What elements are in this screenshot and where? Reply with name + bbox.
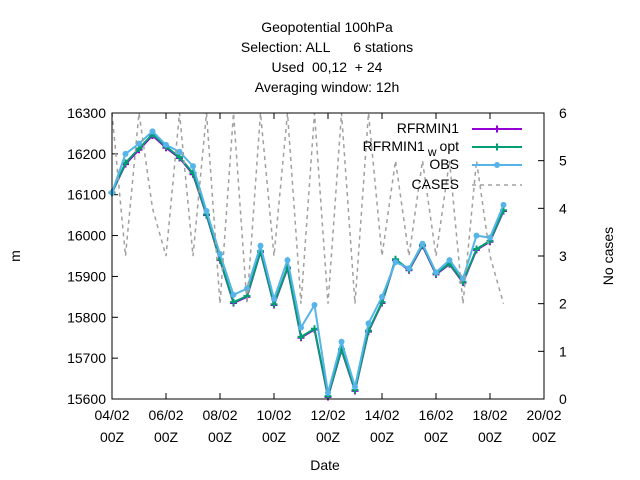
title-line-3: Used 00,12 + 24 bbox=[272, 59, 383, 75]
y-tick-label: 16200 bbox=[67, 146, 106, 162]
data-point-obs bbox=[406, 265, 412, 272]
data-point-rfrmin1-w-opt bbox=[297, 333, 305, 341]
x-tick-label-date: 12/02 bbox=[310, 407, 345, 423]
x-tick-label-hour: 00Z bbox=[424, 429, 449, 445]
y2-tick-label: 2 bbox=[559, 296, 567, 312]
data-point-obs bbox=[338, 338, 345, 345]
x-tick-label-date: 08/02 bbox=[202, 407, 237, 423]
data-point-obs bbox=[473, 232, 480, 239]
legend-label-wopt-main: RFRMIN1 bbox=[363, 138, 425, 154]
data-point-obs bbox=[446, 257, 453, 264]
data-point-obs bbox=[176, 148, 183, 155]
legend-marker-rfrmin1 bbox=[493, 125, 501, 133]
y2-tick-label: 5 bbox=[559, 153, 567, 169]
data-point-obs bbox=[325, 389, 331, 396]
data-point-rfrmin1-w-opt bbox=[230, 298, 237, 306]
data-point-obs bbox=[392, 259, 399, 266]
x-tick-label-date: 06/02 bbox=[148, 407, 183, 423]
y-tick-label: 16000 bbox=[67, 228, 106, 244]
legend-label-obs: OBS bbox=[429, 156, 459, 172]
title-line-1: Geopotential 100hPa bbox=[261, 19, 393, 35]
x-tick-label-hour: 00Z bbox=[532, 429, 557, 445]
y-axis-label: m bbox=[7, 250, 23, 262]
y2-axis-label: No cases bbox=[600, 227, 616, 285]
data-point-obs bbox=[379, 293, 385, 300]
legend-marker-rfrmin1-w-opt bbox=[493, 143, 501, 151]
data-point-obs bbox=[136, 140, 142, 147]
x-tick-label-hour: 00Z bbox=[478, 429, 503, 445]
x-tick-label-hour: 00Z bbox=[370, 429, 395, 445]
x-tick-label-date: 16/02 bbox=[418, 407, 453, 423]
x-axis-label: Date bbox=[310, 457, 340, 473]
y2-tick-label: 4 bbox=[559, 200, 567, 216]
data-point-obs bbox=[311, 302, 318, 309]
data-point-obs bbox=[190, 163, 196, 170]
data-point-rfrmin1-w-opt bbox=[311, 325, 318, 333]
data-point-obs bbox=[487, 234, 493, 241]
data-point-obs bbox=[298, 324, 304, 331]
data-point-obs bbox=[149, 128, 156, 135]
y-tick-label: 15700 bbox=[67, 350, 106, 366]
legend-label-wopt-sub: w bbox=[427, 145, 437, 159]
x-tick-label-date: 18/02 bbox=[472, 407, 507, 423]
data-point-obs bbox=[419, 240, 426, 247]
data-point-obs bbox=[257, 242, 264, 249]
x-tick-label-date: 04/02 bbox=[94, 407, 129, 423]
title-line-4: Averaging window: 12h bbox=[255, 79, 400, 95]
y2-tick-label: 6 bbox=[559, 105, 567, 121]
data-point-obs bbox=[433, 269, 439, 276]
tick-labels: 1560015700158001590016000161001620016300… bbox=[67, 105, 567, 445]
data-point-obs bbox=[217, 250, 223, 257]
y-tick-label: 15600 bbox=[67, 391, 106, 407]
y2-tick-label: 1 bbox=[559, 343, 567, 359]
data-point-obs bbox=[244, 285, 250, 292]
x-tick-label-hour: 00Z bbox=[154, 429, 179, 445]
x-tick-label-hour: 00Z bbox=[100, 429, 125, 445]
legend-label-rfrmin1-wopt: RFRMIN1 w opt bbox=[363, 138, 459, 159]
legend-swatches bbox=[472, 125, 522, 186]
data-point-obs bbox=[230, 291, 237, 298]
data-point-obs bbox=[460, 275, 466, 282]
data-point-obs bbox=[122, 150, 129, 157]
y-tick-label: 16300 bbox=[67, 105, 106, 121]
series-line-cases bbox=[111, 112, 505, 304]
y-tick-label: 16100 bbox=[67, 187, 106, 203]
data-point-obs bbox=[500, 201, 507, 208]
x-tick-label-date: 20/02 bbox=[526, 407, 561, 423]
x-tick-label-date: 14/02 bbox=[364, 407, 399, 423]
data-point-obs bbox=[163, 141, 169, 148]
plot-frame bbox=[111, 112, 545, 400]
data-point-rfrmin1-w-opt bbox=[473, 245, 480, 253]
y-tick-label: 15900 bbox=[67, 268, 106, 284]
chart-title: Geopotential 100hPa Selection: ALL 6 sta… bbox=[241, 19, 413, 95]
data-point-obs bbox=[271, 295, 277, 302]
y2-tick-label: 0 bbox=[559, 391, 567, 407]
y2-tick-label: 3 bbox=[559, 248, 567, 264]
data-point-obs bbox=[203, 208, 210, 215]
data-point-obs bbox=[352, 383, 358, 390]
series-layer bbox=[108, 112, 507, 401]
x-tick-label-hour: 00Z bbox=[262, 429, 287, 445]
x-tick-label-hour: 00Z bbox=[316, 429, 341, 445]
y-tick-label: 15800 bbox=[67, 309, 106, 325]
x-tick-label-date: 10/02 bbox=[256, 407, 291, 423]
legend: RFRMIN1 RFRMIN1 w opt OBS CASES bbox=[363, 120, 522, 192]
title-line-2: Selection: ALL 6 stations bbox=[241, 39, 413, 55]
legend-label-cases: CASES bbox=[412, 176, 459, 192]
legend-marker-obs bbox=[494, 162, 500, 168]
x-tick-label-hour: 00Z bbox=[208, 429, 233, 445]
legend-label-wopt-tail: opt bbox=[440, 138, 460, 154]
data-point-obs bbox=[284, 257, 291, 264]
legend-label-rfrmin1: RFRMIN1 bbox=[397, 120, 459, 136]
data-point-obs bbox=[365, 320, 372, 327]
